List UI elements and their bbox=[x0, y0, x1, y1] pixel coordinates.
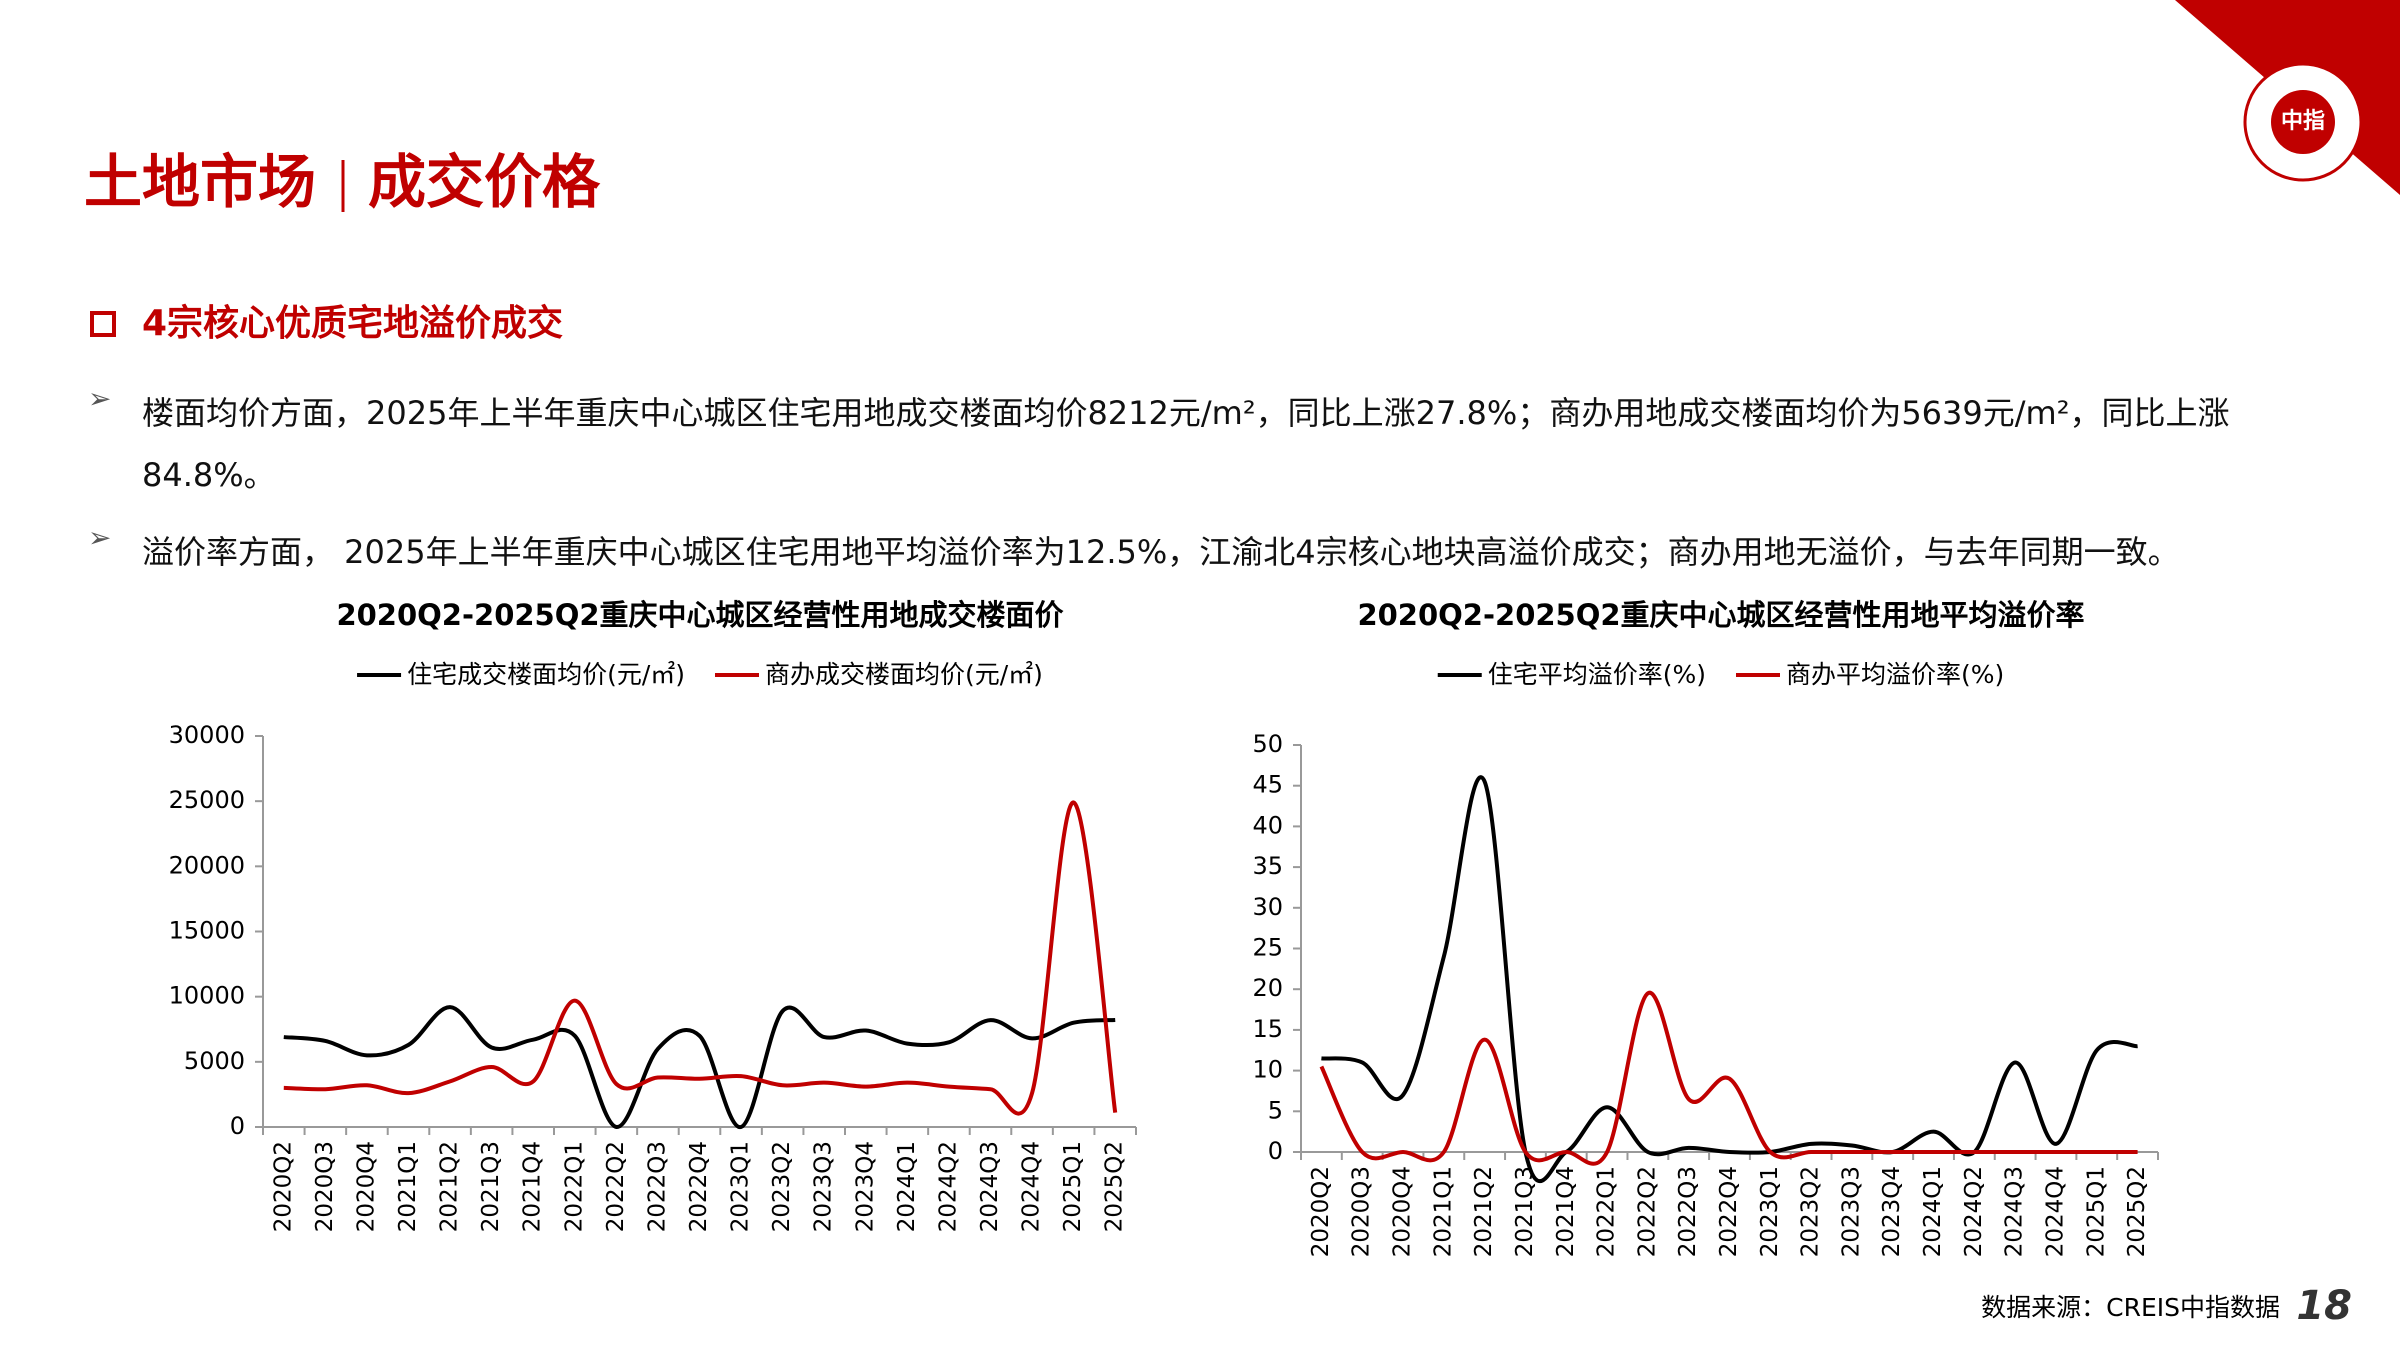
x-tick-label: 2020Q2 bbox=[270, 1141, 296, 1232]
series-line bbox=[1319, 991, 2138, 1166]
legend-label: 商办平均溢价率(%) bbox=[1786, 660, 2004, 689]
y-tick-label: 25000 bbox=[169, 786, 245, 814]
x-tick-label: 2020Q2 bbox=[1308, 1166, 1334, 1257]
x-tick-label: 2023Q4 bbox=[852, 1141, 878, 1232]
x-tick-label: 2024Q1 bbox=[1920, 1166, 1946, 1257]
x-tick-label: 2025Q2 bbox=[2124, 1166, 2150, 1257]
x-tick-label: 2022Q3 bbox=[644, 1141, 670, 1232]
y-tick-label: 15 bbox=[1252, 1015, 1283, 1043]
x-tick-label: 2021Q1 bbox=[1430, 1166, 1456, 1257]
x-tick-label: 2023Q3 bbox=[811, 1141, 837, 1232]
x-tick-label: 2024Q3 bbox=[2002, 1166, 2028, 1257]
chart-title: 2020Q2-2025Q2重庆中心城区经营性用地平均溢价率 bbox=[1357, 598, 2084, 632]
section-heading: 4宗核心优质宅地溢价成交 bbox=[142, 302, 563, 344]
legend-label: 住宅平均溢价率(%) bbox=[1488, 660, 1706, 689]
x-tick-label: 2022Q1 bbox=[1594, 1166, 1620, 1257]
y-tick-label: 20 bbox=[1252, 974, 1283, 1002]
x-tick-label: 2022Q1 bbox=[561, 1141, 587, 1232]
page-number: 18 bbox=[2296, 1283, 2352, 1329]
y-tick-label: 35 bbox=[1252, 852, 1283, 880]
y-tick-label: 5000 bbox=[184, 1047, 245, 1075]
x-tick-label: 2021Q3 bbox=[1512, 1166, 1538, 1257]
source-note: 数据来源：CREIS中指数据 bbox=[1981, 1293, 2280, 1322]
y-tick-label: 10 bbox=[1252, 1056, 1283, 1084]
page-title: 土地市场 bbox=[84, 148, 316, 216]
x-tick-label: 2023Q2 bbox=[1798, 1166, 1824, 1257]
x-tick-label: 2022Q3 bbox=[1675, 1166, 1701, 1257]
y-tick-label: 50 bbox=[1252, 730, 1283, 758]
x-tick-label: 2020Q3 bbox=[312, 1141, 338, 1232]
x-tick-label: 2021Q4 bbox=[1553, 1166, 1579, 1257]
y-tick-label: 40 bbox=[1252, 811, 1283, 839]
x-tick-label: 2022Q4 bbox=[1716, 1166, 1742, 1257]
y-tick-label: 20000 bbox=[169, 851, 245, 879]
y-tick-label: 30000 bbox=[169, 721, 245, 749]
x-tick-label: 2024Q2 bbox=[935, 1141, 961, 1232]
x-tick-label: 2021Q3 bbox=[478, 1141, 504, 1232]
y-tick-label: 30 bbox=[1252, 893, 1283, 921]
x-tick-label: 2025Q1 bbox=[2083, 1166, 2109, 1257]
x-tick-label: 2021Q2 bbox=[437, 1141, 463, 1232]
x-tick-label: 2022Q2 bbox=[603, 1141, 629, 1232]
x-tick-label: 2024Q3 bbox=[977, 1141, 1003, 1232]
x-tick-label: 2024Q2 bbox=[1961, 1166, 1987, 1257]
series-line bbox=[1321, 775, 2138, 1184]
x-tick-label: 2021Q1 bbox=[395, 1141, 421, 1232]
chart-title: 2020Q2-2025Q2重庆中心城区经营性用地成交楼面价 bbox=[336, 598, 1064, 632]
legend-label: 住宅成交楼面均价(元/㎡) bbox=[407, 660, 685, 689]
y-tick-label: 15000 bbox=[169, 917, 245, 945]
logo-text: 中指 bbox=[2281, 109, 2325, 134]
x-tick-label: 2025Q2 bbox=[1102, 1141, 1128, 1232]
x-tick-label: 2021Q4 bbox=[520, 1141, 546, 1232]
x-tick-label: 2020Q4 bbox=[1390, 1166, 1416, 1257]
y-tick-label: 45 bbox=[1252, 771, 1283, 799]
x-tick-label: 2023Q4 bbox=[1879, 1166, 1905, 1257]
x-tick-label: 2024Q4 bbox=[2042, 1166, 2068, 1257]
x-tick-label: 2024Q4 bbox=[1019, 1141, 1045, 1232]
x-tick-label: 2020Q3 bbox=[1349, 1166, 1375, 1257]
bullet-text: 楼面均价方面，2025年上半年重庆中心城区住宅用地成交楼面均价8212元/m²，… bbox=[142, 394, 2230, 494]
x-tick-label: 2021Q2 bbox=[1471, 1166, 1497, 1257]
y-tick-label: 0 bbox=[230, 1112, 245, 1140]
series-line bbox=[283, 1005, 1116, 1129]
x-tick-label: 2023Q3 bbox=[1838, 1166, 1864, 1257]
series-line bbox=[283, 800, 1118, 1116]
y-tick-label: 10000 bbox=[169, 982, 245, 1010]
x-tick-label: 2025Q1 bbox=[1060, 1141, 1086, 1232]
x-tick-label: 2023Q2 bbox=[769, 1141, 795, 1232]
y-tick-label: 0 bbox=[1268, 1137, 1283, 1165]
x-tick-label: 2020Q4 bbox=[353, 1141, 379, 1232]
y-tick-label: 25 bbox=[1252, 934, 1283, 962]
section-marker bbox=[90, 311, 116, 337]
page-subtitle: 成交价格 bbox=[368, 148, 601, 216]
bullet-text: 溢价率方面， 2025年上半年重庆中心城区住宅用地平均溢价率为12.5%，江渝北… bbox=[142, 533, 2180, 571]
x-tick-label: 2023Q1 bbox=[1757, 1166, 1783, 1257]
x-tick-label: 2022Q2 bbox=[1634, 1166, 1660, 1257]
logo-core bbox=[2271, 90, 2335, 154]
x-tick-label: 2022Q4 bbox=[686, 1141, 712, 1232]
x-tick-label: 2024Q1 bbox=[894, 1141, 920, 1232]
x-tick-label: 2023Q1 bbox=[728, 1141, 754, 1232]
legend-label: 商办成交楼面均价(元/㎡) bbox=[765, 660, 1043, 689]
bullet-arrow: ➢ bbox=[88, 382, 112, 415]
y-tick-label: 5 bbox=[1268, 1096, 1283, 1124]
bullet-arrow: ➢ bbox=[88, 521, 112, 554]
